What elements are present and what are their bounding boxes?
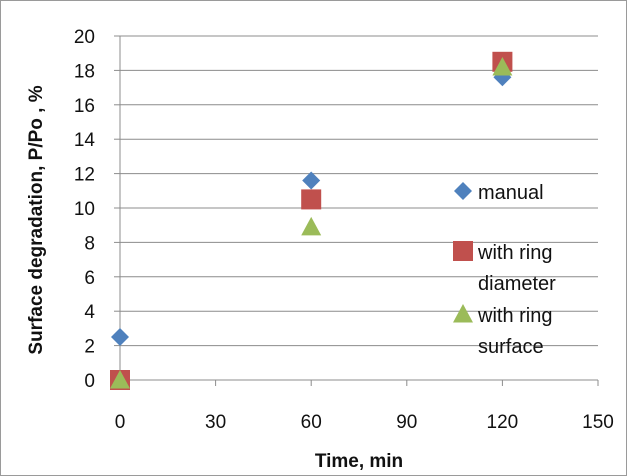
gridlines: [120, 35, 598, 347]
legend: manual with ring diameter with ring surface: [453, 182, 556, 358]
x-tick-label: 0: [115, 412, 126, 433]
y-axis-title: Surface degradation, P/Po , %: [26, 85, 47, 354]
x-tick-label: 60: [301, 412, 322, 433]
legend-triangle-icon: [453, 304, 473, 323]
diamond-point: [302, 171, 321, 190]
y-tick-label: 4: [84, 302, 95, 323]
y-tick-label: 14: [74, 130, 96, 151]
legend-label: with ring: [477, 305, 552, 327]
x-tick-label: 150: [582, 412, 614, 433]
data-series: [110, 51, 513, 390]
x-tick-labels: 0 30 60 90 120 150: [115, 412, 614, 433]
square-point: [301, 189, 322, 210]
y-tick-label: 16: [74, 96, 95, 117]
y-tick-labels: 0 2 4 6 8 10 12 14 16 18 20: [74, 27, 96, 392]
triangle-point: [492, 56, 513, 76]
y-tick-label: 0: [84, 371, 95, 392]
legend-label: manual: [478, 182, 544, 204]
y-tick-label: 6: [84, 268, 95, 289]
triangle-point: [301, 216, 322, 236]
legend-square-icon: [453, 241, 473, 261]
legend-diamond-icon: [454, 182, 472, 200]
series-3: [110, 56, 513, 389]
x-axis-title: Time, min: [315, 451, 403, 472]
legend-label: with ring: [477, 242, 552, 264]
x-tick-label: 30: [205, 412, 226, 433]
triangle-point: [110, 370, 130, 389]
diamond-point: [111, 328, 129, 346]
y-tick-label: 18: [74, 61, 95, 82]
y-tick-label: 10: [74, 199, 95, 220]
y-tick-label: 12: [74, 165, 95, 186]
axes: [114, 35, 599, 386]
y-tick-label: 20: [74, 27, 95, 48]
legend-label: diameter: [478, 273, 556, 295]
x-tick-label: 120: [487, 412, 519, 433]
legend-label: surface: [478, 336, 544, 358]
x-tick-label: 90: [396, 412, 417, 433]
y-tick-label: 2: [84, 337, 95, 358]
y-tick-label: 8: [84, 233, 95, 254]
